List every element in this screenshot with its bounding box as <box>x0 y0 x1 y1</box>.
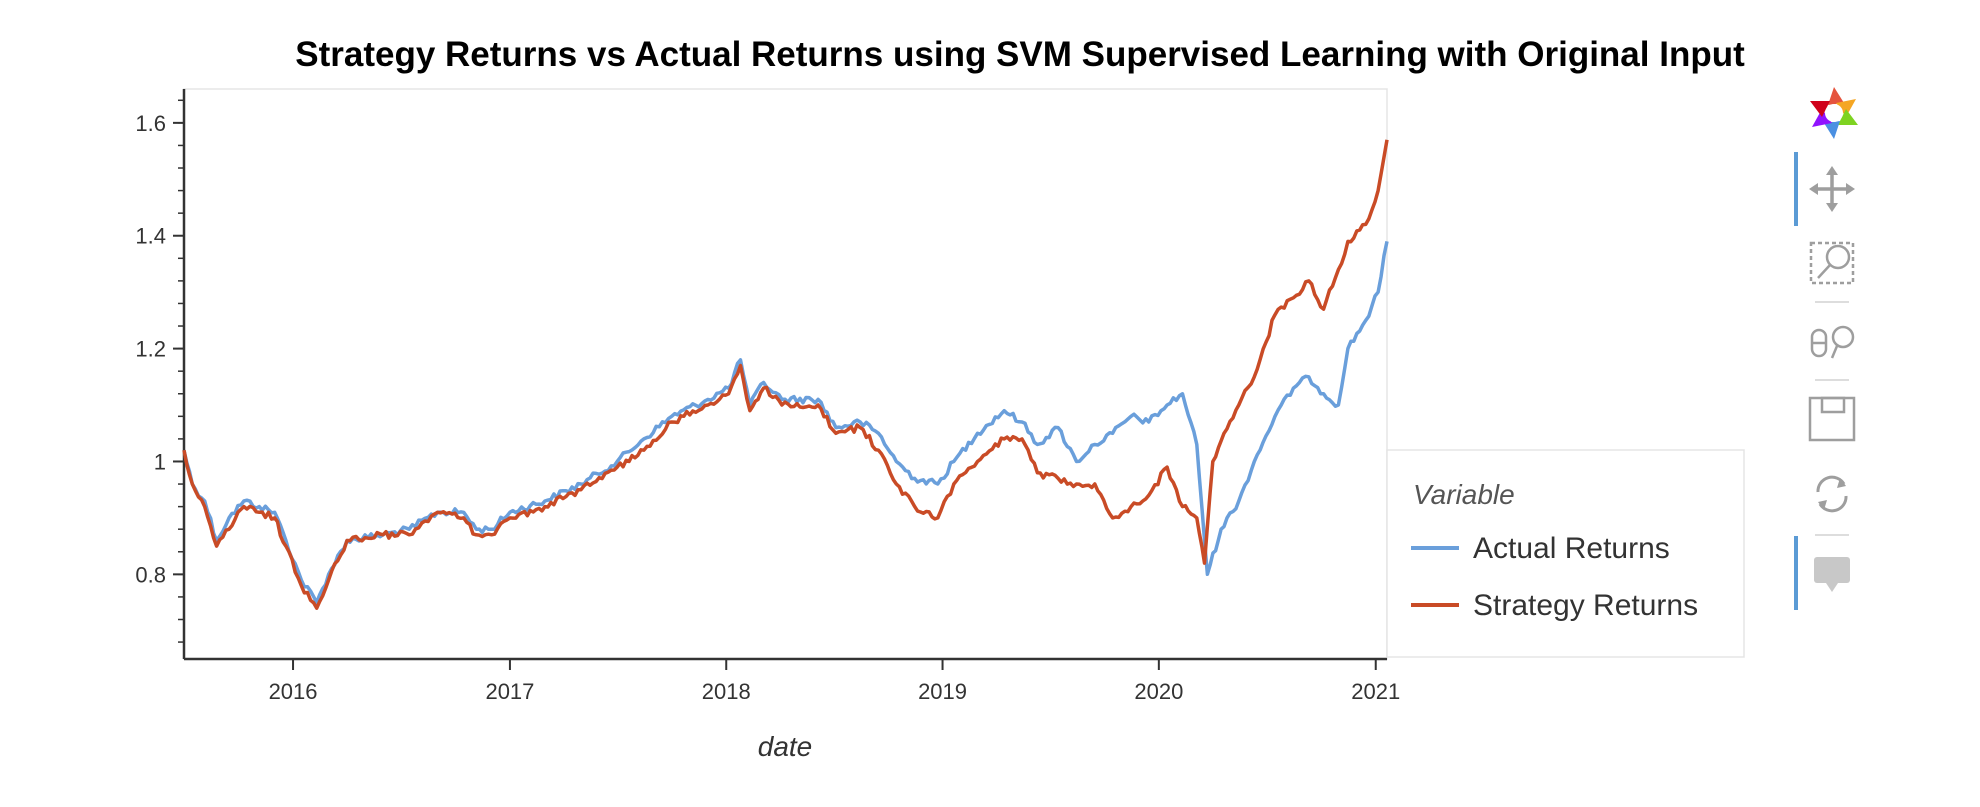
y-tick-label: 1.2 <box>135 337 166 362</box>
y-tick-label: 1.4 <box>135 224 166 249</box>
plot-area[interactable] <box>183 88 1388 660</box>
hover-icon <box>1814 557 1850 592</box>
legend: Variable Actual Returns Strategy Returns <box>1386 449 1745 658</box>
x-tick-label: 2021 <box>1351 679 1400 704</box>
y-tick-label: 0.8 <box>135 562 166 587</box>
x-tick-label: 2020 <box>1134 679 1183 704</box>
legend-title: Variable <box>1413 479 1515 510</box>
save-icon <box>1808 396 1856 442</box>
bokeh-logo-icon <box>1810 87 1858 139</box>
pan-tool[interactable] <box>1794 152 1855 226</box>
x-tick-label: 2017 <box>485 679 534 704</box>
legend-item-label: Actual Returns <box>1473 532 1670 565</box>
reset-tool[interactable] <box>1815 475 1849 536</box>
series-layer <box>182 139 1389 610</box>
x-tick-label: 2019 <box>918 679 967 704</box>
y-tick-label: 1.6 <box>135 111 166 136</box>
x-axis-label: date <box>758 731 813 762</box>
legend-box <box>1386 449 1745 658</box>
y-tick-label: 1 <box>154 449 166 474</box>
box-zoom-tool[interactable] <box>1809 241 1855 303</box>
x-tick-label: 2016 <box>269 679 318 704</box>
hover-tool[interactable] <box>1794 536 1850 610</box>
pan-icon <box>1809 166 1855 212</box>
x-tick-label: 2018 <box>702 679 751 704</box>
series-line-strategy-returns <box>182 139 1389 610</box>
y-axis: 0.8 1 1.2 1.4 1.6 <box>135 89 186 659</box>
box-zoom-icon <box>1809 241 1855 285</box>
toolbar <box>1794 87 1858 610</box>
reset-icon <box>1816 475 1848 513</box>
x-axis: 2016 2017 2018 2019 2020 2021 <box>184 657 1400 704</box>
chart-title: Strategy Returns vs Actual Returns using… <box>295 35 1745 74</box>
wheel-zoom-tool[interactable] <box>1810 325 1855 381</box>
legend-item-label: Strategy Returns <box>1473 589 1698 622</box>
save-tool[interactable] <box>1808 396 1856 442</box>
wheel-zoom-icon <box>1810 325 1855 359</box>
